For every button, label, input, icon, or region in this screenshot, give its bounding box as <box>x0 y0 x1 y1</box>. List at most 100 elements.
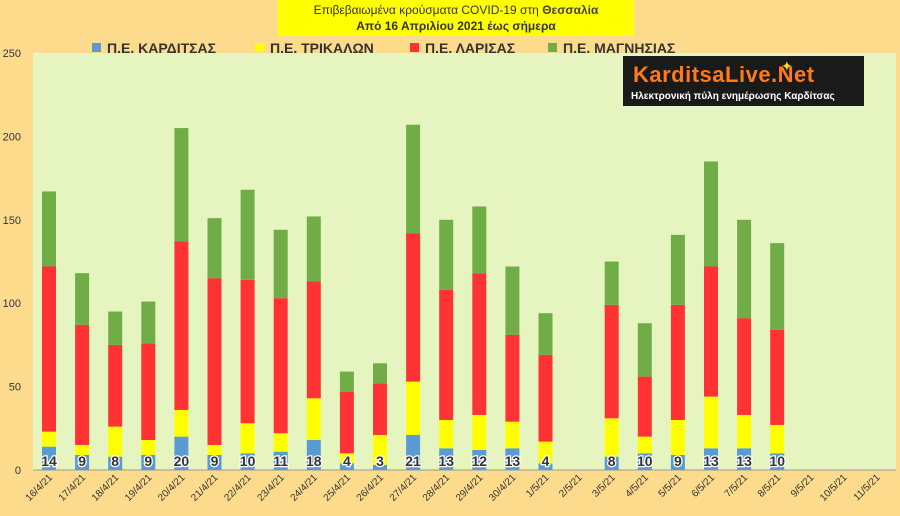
karditsalive-logo: KarditsaLive.Net ✦ Ηλεκτρονική πύλη ενημ… <box>623 56 864 106</box>
bar-segment <box>472 414 487 450</box>
bar-segment <box>108 456 123 470</box>
bar-segment <box>42 446 56 470</box>
data-label: 10 <box>769 453 785 469</box>
bar-segment <box>306 439 321 470</box>
bar-segment <box>207 444 222 455</box>
bar-segment <box>538 441 553 464</box>
bar-segment <box>273 298 288 434</box>
bar-segment <box>670 234 685 305</box>
data-label: 10 <box>240 453 256 469</box>
bar-segment <box>604 261 619 305</box>
data-label: 12 <box>472 453 488 469</box>
bar-segment <box>141 343 156 440</box>
y-tick-label: 0 <box>15 465 21 477</box>
x-tick-label: 8/5/21 <box>756 472 784 500</box>
bar-segment <box>737 448 752 470</box>
bar-segment <box>339 371 354 392</box>
bar-segment <box>770 329 785 425</box>
bar-segment <box>141 301 156 344</box>
bar-segment <box>472 206 487 274</box>
bar-segment <box>141 439 156 455</box>
bar-segment <box>439 448 454 470</box>
x-tick-label: 26/4/21 <box>355 472 387 504</box>
data-label: 11 <box>273 453 288 469</box>
y-tick-label: 150 <box>3 215 21 227</box>
bar-segment <box>306 216 321 282</box>
bar-segment <box>704 448 718 470</box>
data-label: 13 <box>438 453 454 469</box>
bar-segment <box>75 273 90 325</box>
data-label: 3 <box>376 453 384 469</box>
bar-segment <box>604 456 619 470</box>
x-tick-label: 7/5/21 <box>723 472 751 500</box>
x-tick-label: 5/5/21 <box>657 472 685 500</box>
bar-segment <box>273 229 288 299</box>
logo-name: KarditsaLive.Net <box>633 62 815 87</box>
chart-title-box: Επιβεβαιωμένα κρούσματα COVID-19 στη Θεσ… <box>278 0 634 36</box>
legend-swatch <box>548 43 557 52</box>
bar-segment <box>240 423 255 454</box>
bar-segment <box>737 318 752 415</box>
bar-segment <box>240 189 255 280</box>
x-tick-label: 10/5/21 <box>818 472 850 504</box>
legend-label: Π.Ε. ΛΑΡΙΣΑΣ <box>425 40 515 56</box>
bar-segment <box>174 241 189 410</box>
x-tick-label: 4/5/21 <box>623 472 651 500</box>
legend-swatch <box>92 43 101 52</box>
x-tick-label: 9/5/21 <box>789 472 817 500</box>
bar-segment <box>108 344 123 427</box>
bar-segment <box>704 396 718 449</box>
legend-swatch <box>255 43 264 52</box>
bar-segment <box>704 161 718 267</box>
bar-segment <box>737 414 752 449</box>
bar-segment <box>339 391 354 454</box>
bar-segment <box>770 424 785 454</box>
bar-segment <box>505 334 520 422</box>
legend-label: Π.Ε. ΤΡΙΚΑΛΩΝ <box>270 40 374 56</box>
bar-segment <box>75 454 90 470</box>
bar-segment <box>406 381 421 435</box>
bar-segment <box>505 448 520 470</box>
data-label: 4 <box>542 453 550 469</box>
data-label: 18 <box>306 453 322 469</box>
chart-title-region: Θεσσαλία <box>542 3 599 17</box>
bar-segment <box>42 266 56 432</box>
bar-segment <box>670 454 685 470</box>
x-tick-label: 11/5/21 <box>852 472 883 503</box>
bar-segment <box>306 398 321 440</box>
bar-segment <box>339 463 354 470</box>
bar-segment <box>306 281 321 399</box>
bar-segment <box>108 311 123 345</box>
data-label: 13 <box>505 453 521 469</box>
bar-segment <box>406 233 421 382</box>
y-tick-label: 100 <box>3 298 21 310</box>
legend-swatch <box>410 43 419 52</box>
x-tick-label: 23/4/21 <box>255 472 287 504</box>
x-tick-label: 16/4/21 <box>24 472 56 504</box>
x-tick-label: 24/4/21 <box>289 472 321 504</box>
bar-segment <box>439 219 454 290</box>
data-label: 9 <box>211 453 219 469</box>
bar-segment <box>141 454 156 470</box>
data-label: 14 <box>41 453 57 469</box>
bar-segment <box>637 453 652 470</box>
bar-segment <box>472 449 487 470</box>
bar-segment <box>770 243 785 330</box>
legend-label: Π.Ε. ΚΑΡΔΙΤΣΑΣ <box>107 40 216 56</box>
bar-segment <box>108 426 123 457</box>
legend-label: Π.Ε. ΜΑΓΝΗΣΙΑΣ <box>563 40 675 56</box>
y-tick-label: 250 <box>3 48 21 60</box>
x-tick-label: 20/4/21 <box>156 472 188 504</box>
bar-segment <box>538 313 553 355</box>
bar-segment <box>439 289 454 420</box>
chart-title-line1: Επιβεβαιωμένα κρούσματα COVID-19 στη Θεσ… <box>313 3 599 17</box>
x-tick-label: 6/5/21 <box>690 472 718 500</box>
data-label: 4 <box>343 453 351 469</box>
bar-segment <box>406 124 421 234</box>
bar-segment <box>240 453 255 470</box>
bar-segment <box>737 219 752 319</box>
bar-segment <box>704 266 718 397</box>
data-label: 10 <box>637 453 653 469</box>
bar-segment <box>670 419 685 455</box>
